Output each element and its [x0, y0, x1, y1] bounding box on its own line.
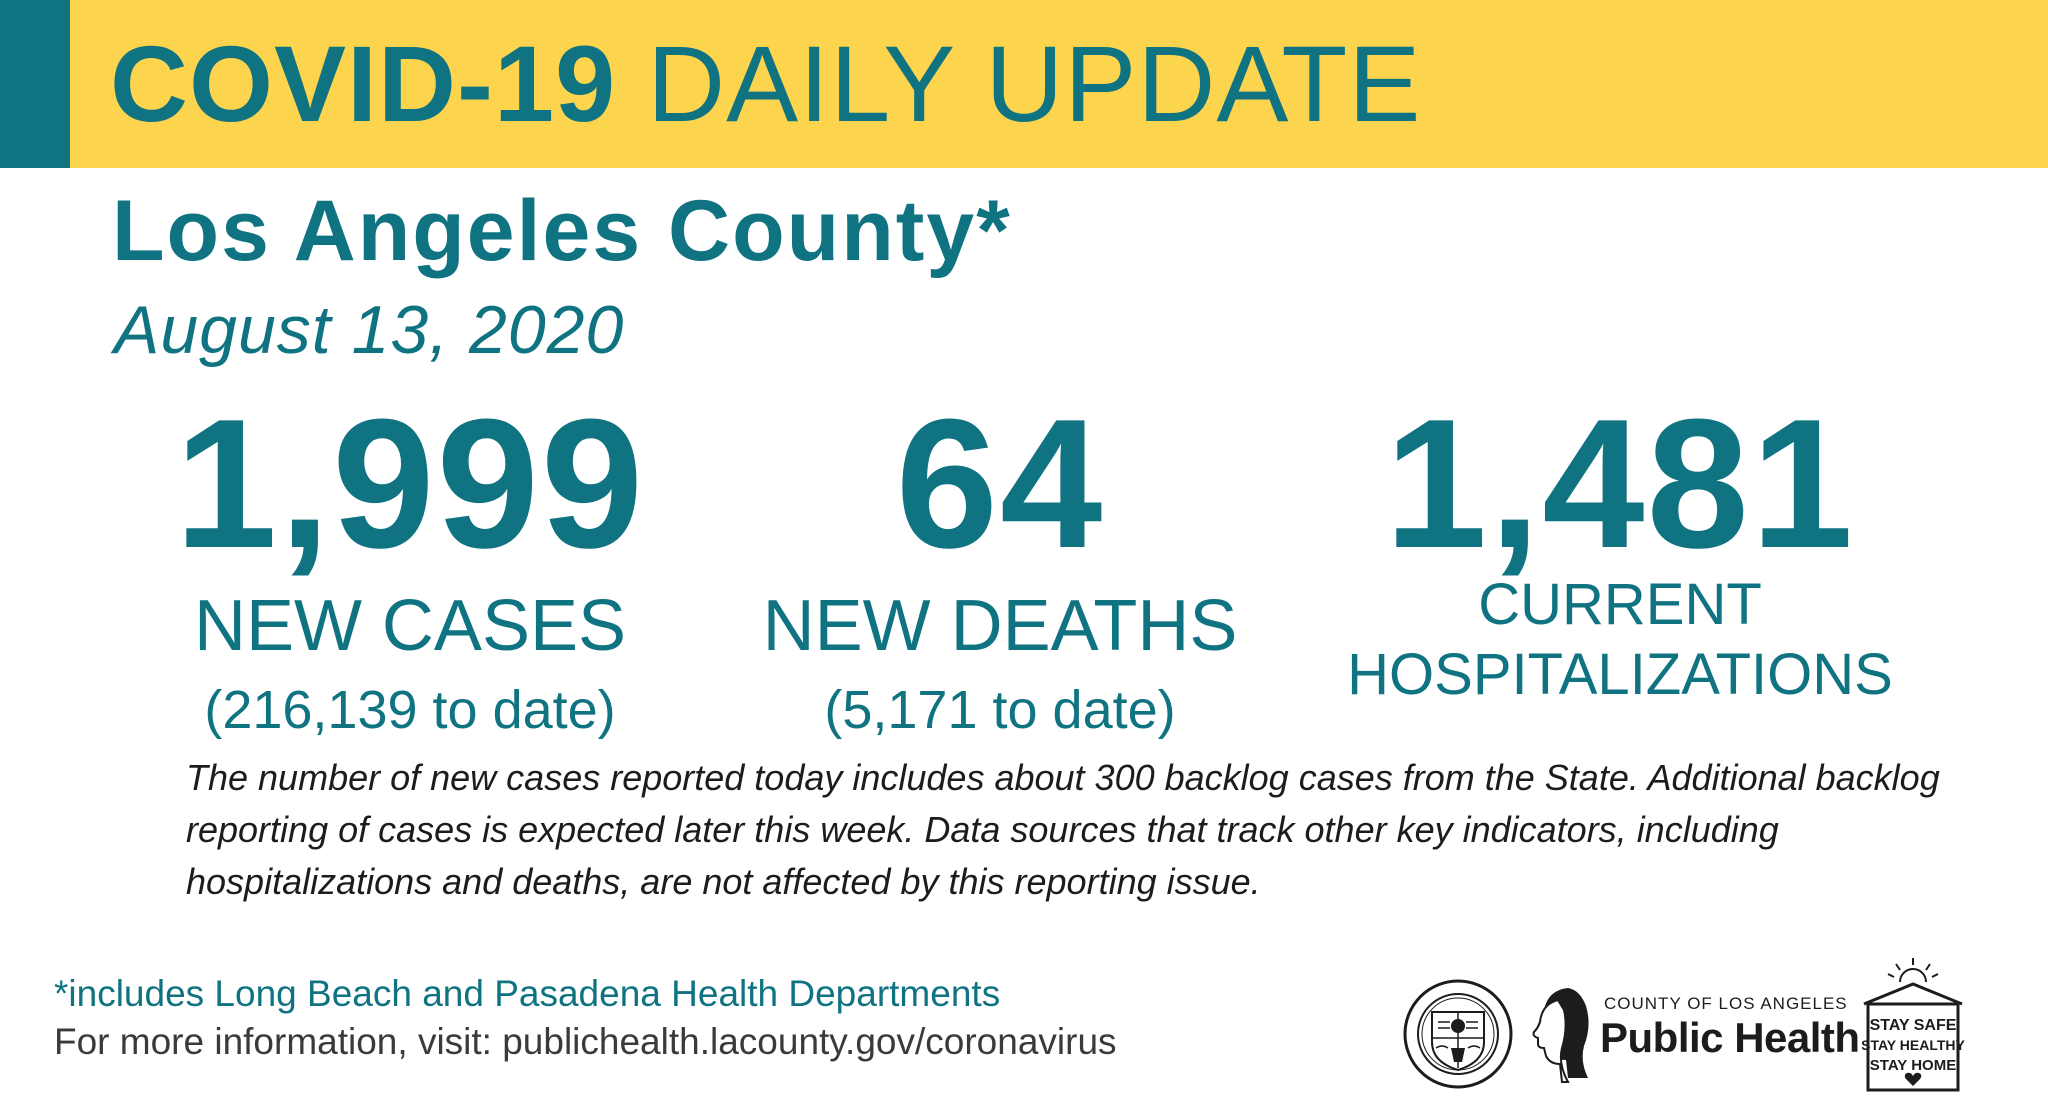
public-health-logo: COUNTY OF LOS ANGELES Public Health [1528, 982, 1860, 1084]
backlog-note: The number of new cases reported today i… [186, 757, 1940, 902]
profile-faces-icon [1532, 988, 1589, 1083]
banner-accent-stripe [0, 0, 70, 168]
banner-title: COVID-19 DAILY UPDATE [110, 30, 1421, 138]
footnote: *includes Long Beach and Pasadena Health… [54, 973, 1001, 1014]
new-cases-label: NEW CASES [193, 586, 627, 666]
hospitalizations-value: 1,481 [1384, 380, 1856, 586]
sun-icon [1887, 958, 1939, 983]
new-deaths-to-date: (5,171 to date) [824, 680, 1176, 740]
new-cases-value: 1,999 [174, 380, 646, 586]
stay-safe-line2: STAY HEALTHY [1861, 1037, 1965, 1053]
stat-new-cases: 1,999 NEW CASES (216,139 to date) [160, 380, 660, 740]
public-health-county: COUNTY OF LOS ANGELES [1604, 994, 1848, 1013]
stat-new-deaths: 64 NEW DEATHS (5,171 to date) [740, 380, 1260, 740]
new-deaths-label: NEW DEATHS [762, 586, 1238, 666]
report-date: August 13, 2020 [114, 292, 625, 368]
heart-icon [1904, 1072, 1922, 1086]
stay-safe-line1: STAY SAFE [1870, 1017, 1957, 1034]
banner-title-bold: COVID-19 [110, 23, 617, 144]
public-health-name: Public Health [1600, 1014, 1860, 1061]
stat-hospitalizations: 1,481 CURRENT HOSPITALIZATIONS [1320, 380, 1920, 710]
stay-safe-logo: STAY SAFE STAY HEALTHY STAY HOME [1858, 956, 1968, 1096]
header-banner: COVID-19 DAILY UPDATE [0, 0, 2048, 168]
stay-safe-line3: STAY HOME [1870, 1057, 1956, 1074]
new-deaths-value: 64 [895, 380, 1105, 586]
hospitalizations-label: CURRENT HOSPITALIZATIONS [1320, 570, 1920, 710]
new-cases-to-date: (216,139 to date) [204, 680, 616, 740]
banner-title-rest: DAILY UPDATE [647, 23, 1422, 144]
more-info-link[interactable]: For more information, visit: publichealt… [54, 1021, 1117, 1062]
hospitalizations-label-line2: HOSPITALIZATIONS [1347, 642, 1893, 707]
hospitalizations-label-line1: CURRENT [1478, 572, 1762, 637]
county-seal-icon [1402, 978, 1514, 1090]
county-heading: Los Angeles County* [112, 183, 1012, 279]
